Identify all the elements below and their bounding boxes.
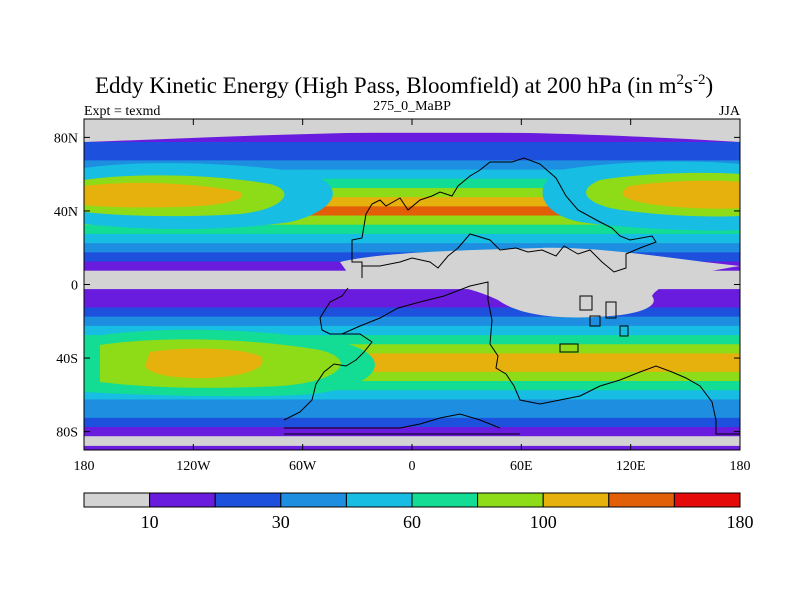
- colorbar-label: 10: [141, 512, 159, 532]
- nh-jet-west-max: [84, 182, 242, 208]
- zonal-band: [84, 279, 740, 290]
- zonal-band: [84, 141, 740, 152]
- zonal-band: [84, 316, 740, 327]
- colorbar-label: 60: [403, 512, 421, 532]
- colorbar: 10 30 60 100 180: [83, 492, 754, 532]
- x-tick-label: 180: [730, 459, 751, 474]
- zonal-band: [84, 233, 740, 244]
- zonal-band: [84, 399, 740, 410]
- x-tick-label: 60E: [510, 459, 533, 474]
- zonal-band: [84, 132, 740, 143]
- colorbar-label: 180: [727, 512, 754, 532]
- colorbar-swatch: [83, 492, 151, 508]
- zonal-band: [84, 344, 740, 354]
- eke-field: [84, 119, 740, 450]
- zonal-band: [84, 307, 740, 318]
- zonal-band: [84, 243, 740, 253]
- zonal-band: [84, 187, 740, 198]
- x-tick-label: 60W: [289, 459, 317, 474]
- x-tick-label: 180: [74, 459, 95, 474]
- zonal-band: [84, 325, 740, 336]
- y-axis: 80N 40N 0 40S 80S: [54, 131, 740, 441]
- zonal-band: [84, 427, 740, 437]
- zonal-band: [84, 206, 740, 217]
- zonal-band: [84, 362, 740, 373]
- sh-jet-max: [145, 348, 263, 379]
- colorbar-swatch: [477, 492, 544, 508]
- zonal-band: [84, 289, 740, 299]
- x-tick-label: 0: [409, 459, 416, 474]
- x-tick-label: 120E: [616, 459, 646, 474]
- polar-missing-north: [84, 119, 740, 142]
- zonal-band: [84, 381, 740, 391]
- zonal-band: [84, 417, 740, 428]
- colorbar-swatch: [345, 492, 413, 508]
- colorbar-swatch: [608, 492, 675, 508]
- y-tick-label: 0: [71, 279, 78, 294]
- zonal-band: [84, 335, 740, 345]
- y-tick-label: 40N: [54, 205, 78, 220]
- colorbar-swatch: [214, 492, 282, 508]
- center-label: 275_0_MaBP: [373, 99, 451, 114]
- x-axis: 180 120W 60W 0 60E 120E 180: [74, 119, 751, 474]
- nh-jet-east-max: [622, 180, 740, 209]
- chart-title: Eddy Kinetic Energy (High Pass, Bloomfie…: [95, 72, 713, 98]
- zonal-band: [84, 197, 740, 207]
- land-outline: [283, 157, 740, 435]
- y-tick-label: 80N: [54, 131, 78, 146]
- y-tick-label: 40S: [56, 352, 78, 367]
- zonal-band: [84, 408, 740, 419]
- colorbar-swatch: [673, 492, 741, 508]
- colorbar-swatch: [411, 492, 479, 508]
- colorbar-swatch: [280, 492, 347, 508]
- zonal-band: [84, 298, 740, 308]
- zonal-band: [84, 353, 740, 364]
- zonal-band: [84, 224, 740, 235]
- right-label: JJA: [719, 104, 741, 119]
- zonal-band: [84, 160, 740, 171]
- zonal-band: [84, 215, 740, 226]
- zonal-band: [84, 178, 740, 189]
- zonal-band: [84, 371, 740, 382]
- x-tick-label: 120W: [176, 459, 211, 474]
- zonal-band: [84, 436, 740, 446]
- zonal-band: [84, 169, 740, 180]
- y-tick-label: 80S: [56, 426, 78, 441]
- colorbar-label: 30: [272, 512, 290, 532]
- colorbar-swatch: [149, 492, 216, 508]
- colorbar-label: 100: [530, 512, 557, 532]
- colorbar-swatch: [542, 492, 610, 508]
- zonal-band: [84, 151, 740, 161]
- left-label: Expt = texmd: [84, 104, 160, 119]
- zonal-band: [84, 390, 740, 400]
